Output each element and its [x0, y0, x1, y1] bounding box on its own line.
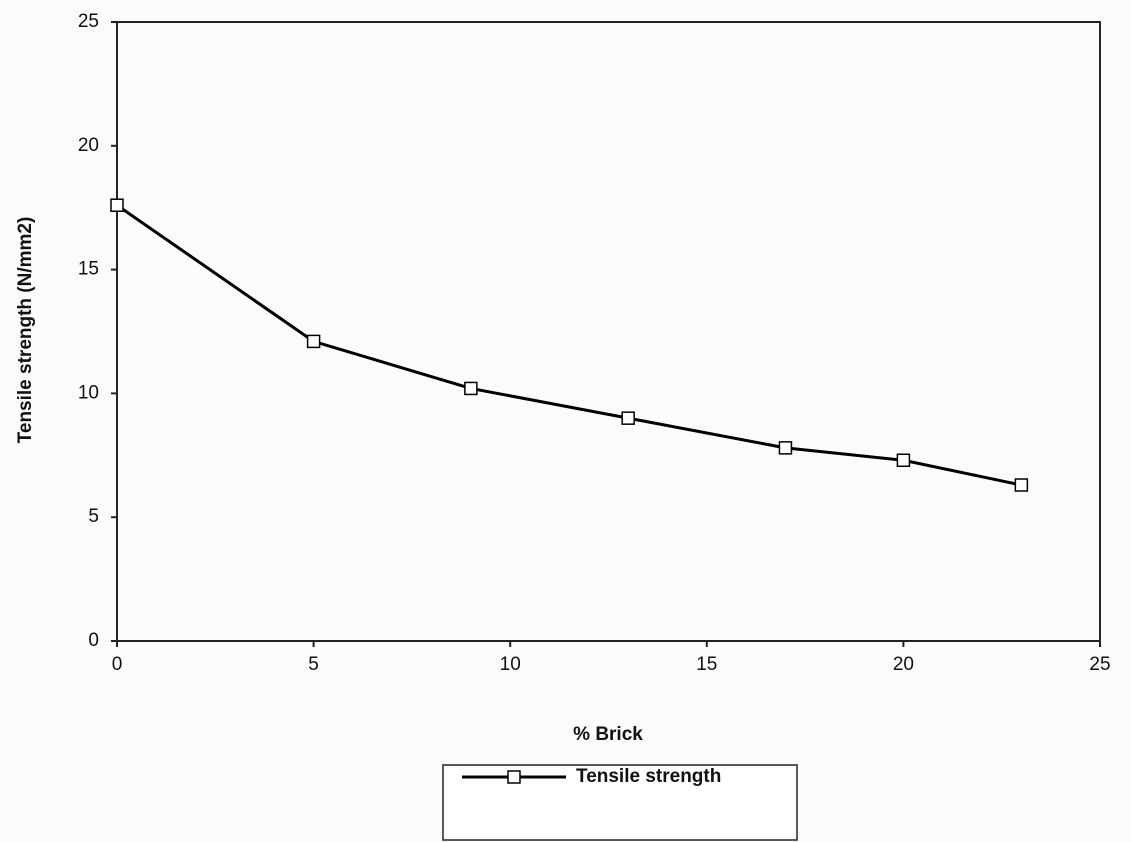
x-tick-label: 0	[112, 654, 123, 675]
marker	[897, 454, 909, 466]
y-tick-label: 20	[78, 135, 99, 156]
page: % Brick Tensile strength (N/mm2) 0 5 10 15 2…	[0, 0, 1131, 842]
marker	[622, 412, 634, 424]
y-tick-label: 5	[88, 506, 99, 527]
marker	[111, 199, 123, 211]
marker	[465, 382, 477, 394]
y-tick-label: 10	[78, 382, 99, 403]
y-tick-label: 25	[78, 11, 99, 32]
marker	[308, 335, 320, 347]
x-tick-label: 10	[500, 654, 521, 675]
x-tick-label: 20	[893, 654, 914, 675]
x-axis-title: % Brick	[573, 724, 643, 745]
marker	[779, 442, 791, 454]
x-tick-label: 25	[1089, 654, 1110, 675]
chart: % Brick Tensile strength (N/mm2) 0 5 10 15 2…	[0, 0, 1131, 842]
marker	[1015, 479, 1027, 491]
legend-marker	[508, 771, 520, 783]
x-tick-label: 15	[696, 654, 717, 675]
y-tick-label: 15	[78, 259, 99, 280]
y-tick-label: 0	[88, 630, 99, 651]
x-tick-label: 5	[308, 654, 319, 675]
legend-label: Tensile strength	[576, 766, 721, 787]
y-axis-title: Tensile strength (N/mm2)	[15, 217, 36, 444]
background	[0, 0, 1131, 842]
